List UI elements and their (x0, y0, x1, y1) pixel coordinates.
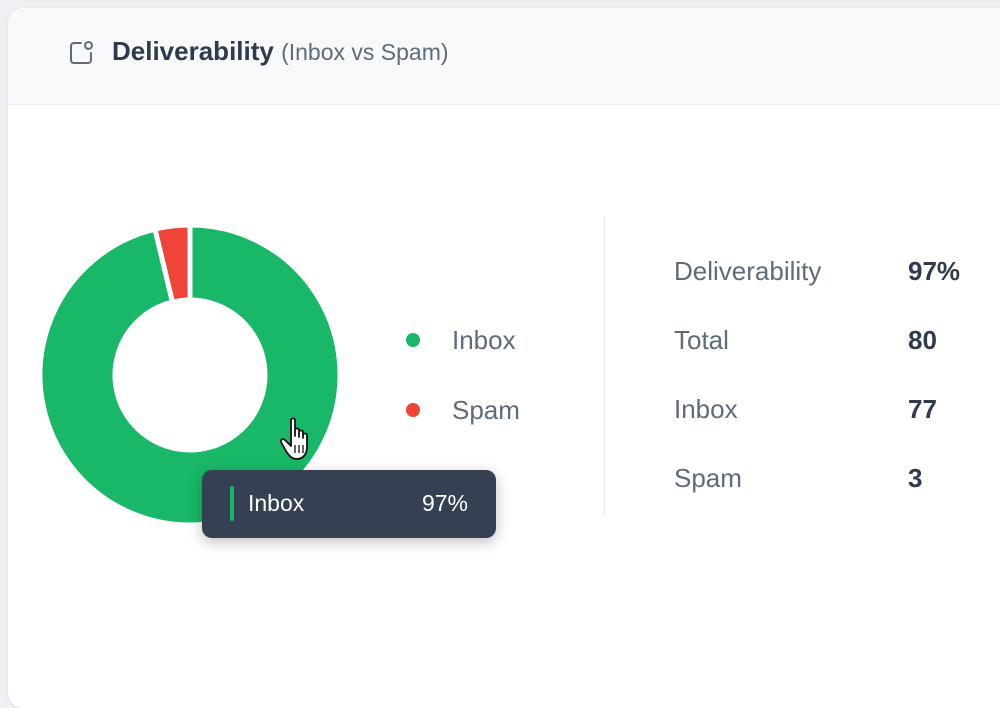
stat-value-inbox: 77 (908, 394, 937, 424)
divider (604, 216, 605, 516)
stat-label-total: Total (674, 325, 729, 355)
donut-slice-spam[interactable] (152, 222, 193, 305)
legend-label: Inbox (452, 324, 516, 355)
stat-label-inbox: Inbox (674, 394, 738, 424)
donut-slice-inbox[interactable] (37, 222, 343, 528)
stat-value-spam: 3 (908, 463, 923, 493)
tooltip-value: 97% (421, 490, 468, 516)
donut-chart[interactable] (30, 215, 350, 535)
legend-item-spam[interactable]: Spam (406, 390, 520, 430)
tooltip-label: Inbox (248, 490, 305, 516)
page-title: Deliverability (Inbox vs Spam) (112, 36, 449, 67)
notification-square-icon (70, 41, 93, 64)
tooltip-color-marker (230, 486, 234, 521)
deliverability-card: Deliverability (Inbox vs Spam) (8, 8, 1000, 708)
legend-item-inbox[interactable]: Inbox (406, 320, 516, 360)
hand-pointer-cursor-icon (279, 417, 308, 460)
stat-value-deliverability: 97% (908, 256, 961, 286)
title-text: Deliverability (112, 36, 274, 66)
stat-value-total: 80 (908, 325, 937, 355)
stat-label-deliverability: Deliverability (674, 256, 822, 286)
stat-label-spam: Spam (674, 463, 742, 493)
chart-tooltip: Inbox 97% (202, 470, 496, 538)
legend-dot-spam (406, 403, 420, 417)
legend-dot-inbox (406, 333, 420, 347)
title-subtitle: (Inbox vs Spam) (281, 39, 449, 65)
card-header: Deliverability (Inbox vs Spam) (8, 8, 1000, 105)
legend-label: Spam (452, 394, 520, 425)
